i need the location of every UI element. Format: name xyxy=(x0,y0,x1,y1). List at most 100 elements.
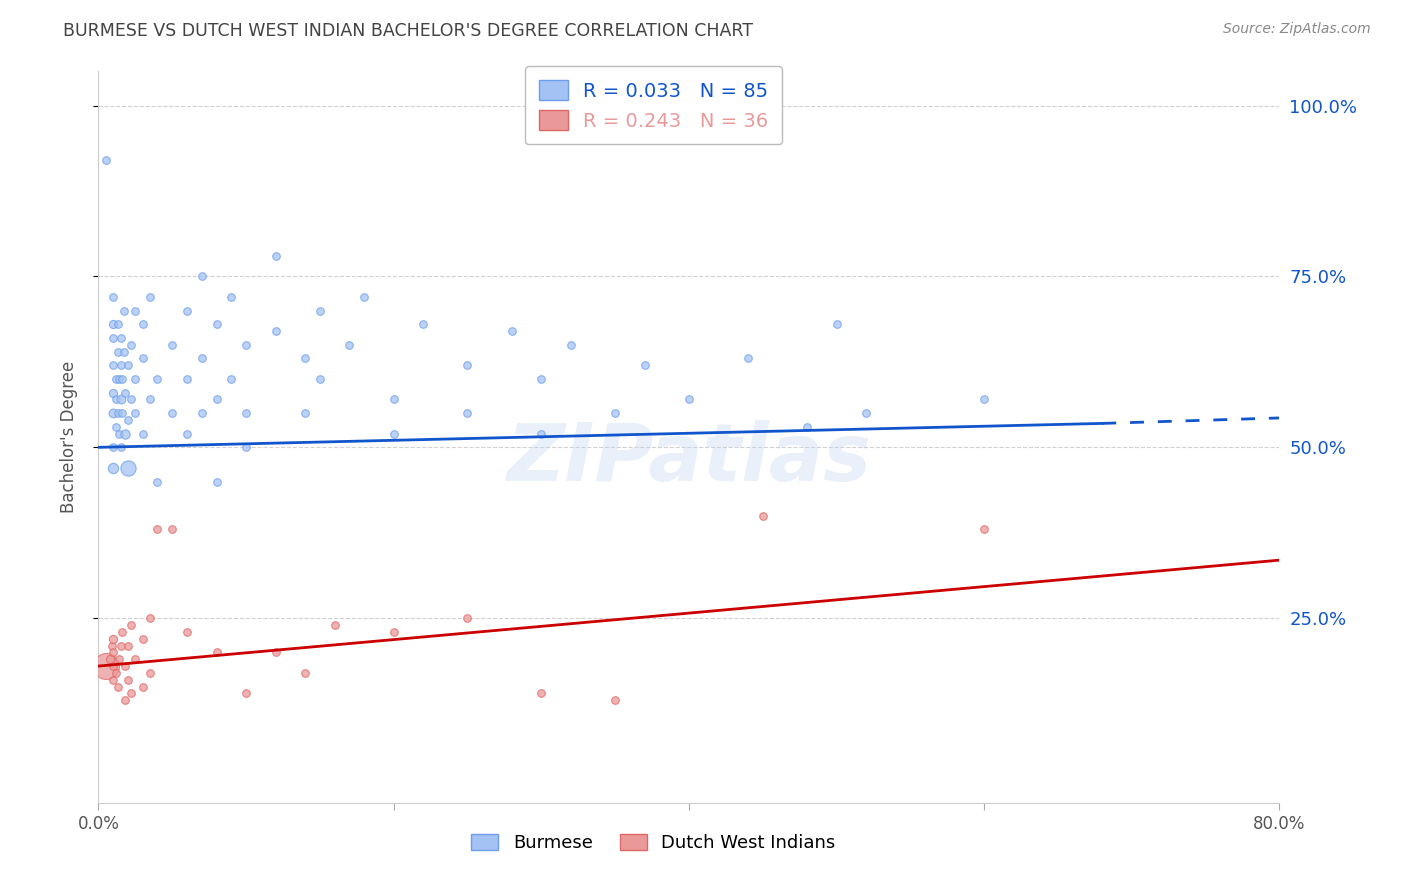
Point xyxy=(105,392,128,407)
Point xyxy=(111,406,134,420)
Point xyxy=(112,344,135,359)
Point xyxy=(457,611,479,625)
Point xyxy=(146,475,169,489)
Point xyxy=(100,639,122,653)
Y-axis label: Bachelor's Degree: Bachelor's Degree xyxy=(59,361,77,513)
Point xyxy=(176,426,198,441)
Point xyxy=(103,406,125,420)
Point xyxy=(117,673,139,687)
Point xyxy=(114,426,136,441)
Point xyxy=(103,331,125,345)
Point xyxy=(103,359,125,373)
Point xyxy=(107,318,129,332)
Text: BURMESE VS DUTCH WEST INDIAN BACHELOR'S DEGREE CORRELATION CHART: BURMESE VS DUTCH WEST INDIAN BACHELOR'S … xyxy=(63,22,754,40)
Point xyxy=(855,406,877,420)
Point xyxy=(737,351,759,366)
Point xyxy=(264,249,287,263)
Point xyxy=(94,659,117,673)
Point xyxy=(132,680,155,694)
Point xyxy=(294,351,316,366)
Point xyxy=(191,269,214,284)
Point xyxy=(382,624,405,639)
Point xyxy=(412,318,434,332)
Point xyxy=(825,318,848,332)
Point xyxy=(530,686,553,700)
Point xyxy=(103,385,125,400)
Point xyxy=(309,303,332,318)
Point xyxy=(205,318,228,332)
Point xyxy=(120,686,142,700)
Point xyxy=(530,372,553,386)
Point xyxy=(221,372,243,386)
Point xyxy=(678,392,700,407)
Point xyxy=(752,508,775,523)
Point xyxy=(103,659,125,673)
Point xyxy=(114,693,136,707)
Point xyxy=(264,645,287,659)
Point xyxy=(108,652,131,666)
Point xyxy=(117,639,139,653)
Point xyxy=(796,420,818,434)
Point xyxy=(382,392,405,407)
Point xyxy=(323,618,346,632)
Point xyxy=(382,426,405,441)
Point xyxy=(294,406,316,420)
Point xyxy=(176,624,198,639)
Point xyxy=(105,665,128,680)
Point xyxy=(107,406,129,420)
Point xyxy=(146,522,169,536)
Point xyxy=(117,413,139,427)
Point xyxy=(353,290,375,304)
Point xyxy=(103,645,125,659)
Point xyxy=(139,611,162,625)
Point xyxy=(146,372,169,386)
Point xyxy=(235,686,257,700)
Point xyxy=(110,392,132,407)
Point xyxy=(110,331,132,345)
Point xyxy=(108,426,131,441)
Point xyxy=(205,392,228,407)
Point xyxy=(132,632,155,646)
Point xyxy=(98,652,121,666)
Point xyxy=(634,359,657,373)
Point xyxy=(309,372,332,386)
Point xyxy=(120,618,142,632)
Point xyxy=(103,318,125,332)
Point xyxy=(112,303,135,318)
Point xyxy=(107,680,129,694)
Point xyxy=(117,359,139,373)
Point xyxy=(114,659,136,673)
Point xyxy=(120,338,142,352)
Point xyxy=(139,665,162,680)
Point xyxy=(294,665,316,680)
Point xyxy=(132,318,155,332)
Point xyxy=(103,460,125,475)
Point xyxy=(530,426,553,441)
Point xyxy=(108,372,131,386)
Point xyxy=(124,406,146,420)
Point xyxy=(973,392,995,407)
Point xyxy=(105,420,128,434)
Point xyxy=(560,338,582,352)
Point xyxy=(139,290,162,304)
Point xyxy=(105,372,128,386)
Point xyxy=(111,624,134,639)
Point xyxy=(103,673,125,687)
Point xyxy=(107,344,129,359)
Point xyxy=(94,153,117,168)
Text: Source: ZipAtlas.com: Source: ZipAtlas.com xyxy=(1223,22,1371,37)
Point xyxy=(457,406,479,420)
Point xyxy=(605,406,627,420)
Legend: Burmese, Dutch West Indians: Burmese, Dutch West Indians xyxy=(464,827,842,860)
Point xyxy=(103,290,125,304)
Point xyxy=(235,406,257,420)
Point xyxy=(235,440,257,454)
Point xyxy=(457,359,479,373)
Point xyxy=(176,372,198,386)
Point xyxy=(117,460,139,475)
Point xyxy=(103,632,125,646)
Point xyxy=(235,338,257,352)
Point xyxy=(176,303,198,318)
Point xyxy=(114,385,136,400)
Point xyxy=(191,406,214,420)
